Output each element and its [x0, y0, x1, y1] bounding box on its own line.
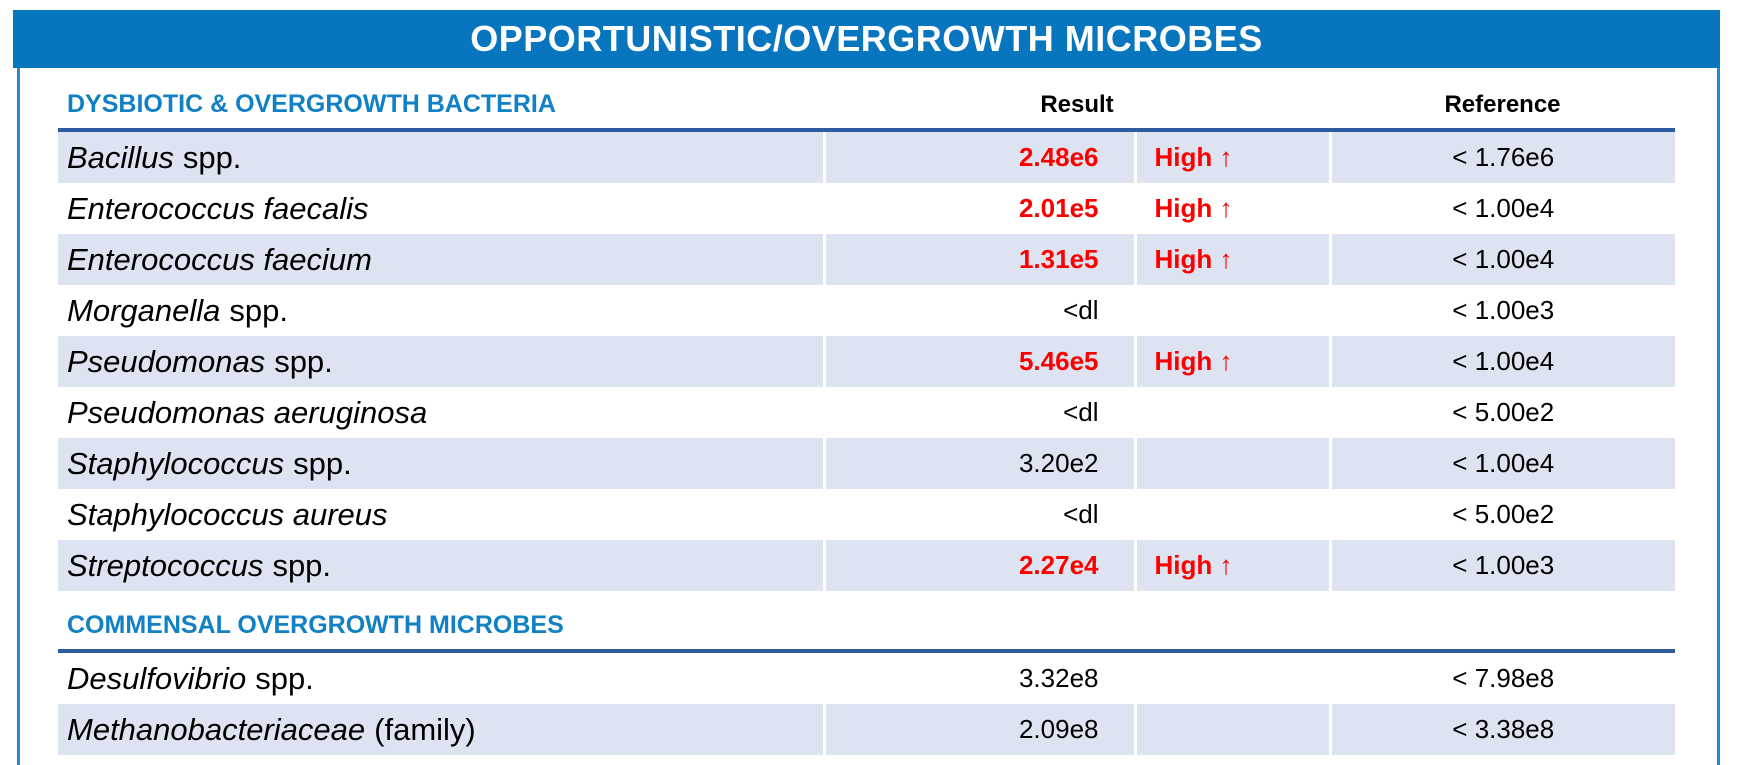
microbe-name-genus: Enterococcus faecium: [67, 241, 372, 277]
microbe-name-suffix: spp.: [272, 547, 332, 583]
microbe-name-suffix: spp.: [255, 660, 314, 696]
microbe-name: Enterococcus faecalis: [58, 183, 824, 234]
report-content: DYSBIOTIC & OVERGROWTH BACTERIA Result R…: [58, 68, 1675, 755]
reference-range: < 1.00e4: [1328, 234, 1675, 285]
microbe-name-genus: Pseudomonas: [67, 343, 266, 379]
high-flag: [1133, 285, 1330, 336]
table-row: Enterococcus faecalis 2.01e5 High ↑ < 1.…: [58, 183, 1675, 234]
high-flag: [1133, 653, 1330, 704]
reference-range: < 1.76e6: [1328, 132, 1675, 183]
table-row: Streptococcus spp. 2.27e4 High ↑ < 1.00e3: [58, 540, 1675, 591]
table-row: Desulfovibrio spp. 3.32e8 < 7.98e8: [58, 653, 1675, 704]
microbe-name: Morganella spp.: [58, 285, 824, 336]
result-value: 1.31e5: [822, 234, 1135, 285]
table-row: Enterococcus faecium 1.31e5 High ↑ < 1.0…: [58, 234, 1675, 285]
microbe-name-genus: Morganella: [67, 292, 221, 328]
high-flag: [1133, 489, 1330, 540]
microbe-name-suffix: spp.: [229, 292, 288, 328]
reference-range: < 1.00e4: [1328, 183, 1675, 234]
microbe-name: Bacillus spp.: [58, 132, 824, 183]
reference-range: < 1.00e4: [1328, 438, 1675, 489]
microbe-name-genus: Desulfovibrio: [67, 660, 247, 696]
high-flag: [1133, 387, 1330, 438]
report-section-banner: OPPORTUNISTIC/OVERGROWTH MICROBES: [13, 10, 1720, 68]
microbe-name-genus: Staphylococcus: [67, 445, 285, 481]
reference-range: < 3.38e8: [1328, 704, 1675, 755]
microbe-name: Staphylococcus spp.: [58, 438, 824, 489]
high-flag: [1133, 704, 1330, 755]
table-row: Morganella spp. <dl < 1.00e3: [58, 285, 1675, 336]
microbe-name: Staphylococcus aureus: [58, 489, 824, 540]
table-row: Staphylococcus aureus <dl < 5.00e2: [58, 489, 1675, 540]
table-row: Methanobacteriaceae (family) 2.09e8 < 3.3…: [58, 704, 1675, 755]
high-flag: High ↑: [1133, 183, 1330, 234]
result-value: 5.46e5: [822, 336, 1135, 387]
reference-range: < 1.00e3: [1328, 285, 1675, 336]
section-title: COMMENSAL OVERGROWTH MICROBES: [67, 611, 564, 639]
high-flag: High ↑: [1133, 234, 1330, 285]
microbe-name-genus: Methanobacteriaceae: [67, 711, 366, 747]
result-value: 2.27e4: [822, 540, 1135, 591]
reference-range: < 1.00e3: [1328, 540, 1675, 591]
result-value: <dl: [822, 489, 1135, 540]
left-border: [17, 68, 20, 765]
microbe-name-suffix: (family): [374, 711, 476, 747]
section-header-dysbiotic: DYSBIOTIC & OVERGROWTH BACTERIA Result R…: [58, 90, 1675, 132]
column-header-result: Result: [1040, 91, 1114, 118]
result-value: <dl: [822, 387, 1135, 438]
section-title: DYSBIOTIC & OVERGROWTH BACTERIA: [67, 90, 556, 118]
high-flag: High ↑: [1133, 132, 1330, 183]
microbe-name-suffix: spp.: [274, 343, 333, 379]
high-flag: High ↑: [1133, 540, 1330, 591]
high-flag: [1133, 438, 1330, 489]
high-flag: High ↑: [1133, 336, 1330, 387]
result-value: 3.32e8: [822, 653, 1135, 704]
microbe-name: Streptococcus spp.: [58, 540, 824, 591]
microbe-name: Desulfovibrio spp.: [58, 653, 824, 704]
microbe-name-suffix: spp.: [293, 445, 352, 481]
microbe-name: Pseudomonas aeruginosa: [58, 387, 824, 438]
reference-range: < 5.00e2: [1328, 489, 1675, 540]
microbe-name-genus: Staphylococcus aureus: [67, 496, 388, 532]
table-row: Pseudomonas aeruginosa <dl < 5.00e2: [58, 387, 1675, 438]
table-row: Staphylococcus spp. 3.20e2 < 1.00e4: [58, 438, 1675, 489]
reference-range: < 1.00e4: [1328, 336, 1675, 387]
column-header-reference: Reference: [1444, 91, 1561, 118]
page-title: OPPORTUNISTIC/OVERGROWTH MICROBES: [470, 18, 1263, 59]
table-row: Pseudomonas spp. 5.46e5 High ↑ < 1.00e4: [58, 336, 1675, 387]
microbe-name-genus: Enterococcus faecalis: [67, 190, 369, 226]
microbe-name: Methanobacteriaceae (family): [58, 704, 824, 755]
commensal-microbes-table: Desulfovibrio spp. 3.32e8 < 7.98e8 Methan…: [58, 653, 1675, 755]
result-value: <dl: [822, 285, 1135, 336]
dysbiotic-bacteria-table: Bacillus spp. 2.48e6 High ↑ < 1.76e6 Ente…: [58, 132, 1675, 591]
microbe-name-suffix: spp.: [182, 139, 242, 175]
result-value: 2.09e8: [822, 704, 1135, 755]
reference-range: < 7.98e8: [1328, 653, 1675, 704]
result-value: 2.48e6: [822, 132, 1135, 183]
microbe-name-genus: Bacillus: [67, 139, 174, 175]
microbe-name: Pseudomonas spp.: [58, 336, 824, 387]
result-value: 3.20e2: [822, 438, 1135, 489]
microbe-name: Enterococcus faecium: [58, 234, 824, 285]
table-row: Bacillus spp. 2.48e6 High ↑ < 1.76e6: [58, 132, 1675, 183]
right-border: [1717, 68, 1720, 765]
microbe-name-genus: Streptococcus: [67, 547, 264, 583]
microbe-name-genus: Pseudomonas aeruginosa: [67, 394, 428, 430]
reference-range: < 5.00e2: [1328, 387, 1675, 438]
result-value: 2.01e5: [822, 183, 1135, 234]
section-header-commensal: COMMENSAL OVERGROWTH MICROBES: [58, 611, 1675, 653]
